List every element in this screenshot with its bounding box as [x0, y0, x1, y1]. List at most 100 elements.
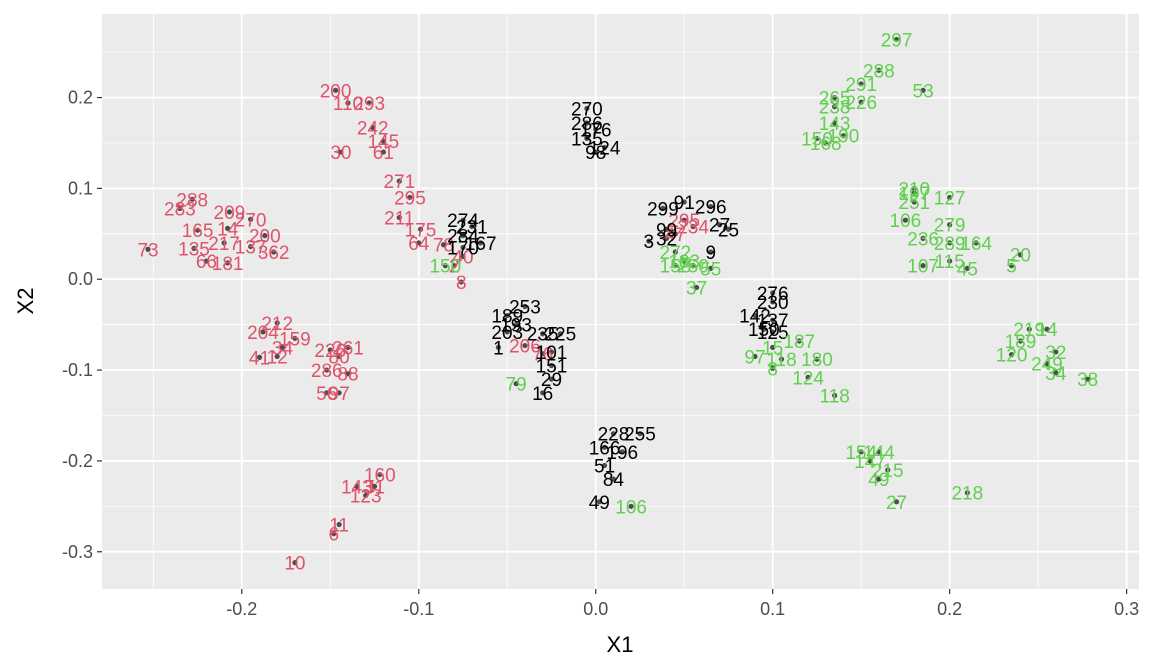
data-point: [708, 265, 714, 271]
data-point: [1008, 263, 1015, 269]
data-point: [947, 258, 953, 264]
point-label: 212: [261, 314, 293, 335]
point-label: 34: [1045, 364, 1067, 385]
point-label: 99: [656, 220, 677, 241]
point-label: 210: [898, 179, 930, 200]
point-label: 261: [332, 338, 364, 359]
data-point: [380, 138, 386, 144]
point-label: 150: [429, 257, 461, 278]
point-label: 230: [757, 293, 789, 314]
data-point: [770, 329, 776, 335]
data-point: [752, 312, 758, 319]
point-label: 25: [718, 220, 739, 241]
data-point: [191, 245, 197, 251]
point-label: 135: [178, 239, 210, 260]
point-label: 9: [705, 243, 716, 264]
point-label: 64: [408, 234, 430, 255]
data-point: [513, 381, 519, 387]
data-point: [557, 331, 563, 337]
point-label: 5: [1006, 257, 1017, 278]
data-point: [396, 214, 402, 221]
point-label: 142: [739, 307, 771, 328]
point-label: 193: [500, 316, 532, 337]
data-point: [840, 133, 847, 139]
data-point: [354, 483, 360, 489]
point-label: 97: [329, 384, 350, 405]
data-point: [601, 444, 608, 450]
data-point: [681, 199, 687, 205]
data-point: [416, 240, 422, 246]
point-label: 296: [695, 198, 727, 219]
point-label: 226: [314, 341, 346, 362]
data-point: [460, 233, 466, 239]
data-point: [189, 196, 195, 202]
point-label: 14: [1036, 320, 1058, 341]
data-point: [770, 290, 776, 296]
point-label: 166: [589, 438, 621, 459]
data-point: [858, 99, 864, 105]
data-point: [876, 67, 882, 73]
point-label: 288: [863, 61, 895, 82]
point-label: 137: [235, 238, 267, 259]
point-label: 118: [766, 350, 796, 371]
data-point: [332, 87, 339, 93]
point-label: 3: [644, 232, 655, 253]
point-label: 10: [284, 554, 305, 575]
point-label: 38: [1077, 370, 1098, 391]
data-point: [663, 226, 670, 232]
data-point: [274, 320, 280, 326]
point-label: 124: [792, 368, 824, 389]
data-point: [1044, 361, 1050, 367]
point-label: 137: [757, 311, 789, 332]
data-point: [593, 149, 599, 155]
data-point: [672, 231, 678, 237]
data-point: [460, 244, 466, 251]
point-label: 289: [934, 234, 966, 255]
data-point: [911, 190, 917, 196]
data-point: [469, 223, 475, 230]
point-label: 78: [433, 236, 454, 257]
point-label: 125: [757, 323, 789, 344]
data-point: [203, 258, 210, 264]
data-point: [371, 483, 378, 489]
y-tick-label: -0.2: [62, 451, 93, 471]
point-label: 235: [527, 325, 559, 346]
point-label: 175: [405, 220, 437, 241]
data-point: [796, 338, 802, 344]
data-point: [584, 105, 590, 112]
data-point: [693, 284, 700, 291]
point-label: 120: [996, 346, 1028, 367]
data-point: [672, 263, 678, 269]
x-tick-label: 0.0: [583, 599, 608, 619]
point-label: 228: [598, 425, 630, 446]
point-label: 49: [589, 493, 610, 514]
data-point: [440, 242, 447, 248]
data-point: [663, 235, 670, 241]
point-label: 124: [589, 139, 621, 160]
data-point: [396, 178, 402, 184]
y-tick-label: 0.2: [68, 88, 93, 108]
data-point: [690, 263, 696, 269]
data-point: [177, 205, 183, 211]
point-label: 29: [541, 370, 562, 391]
data-point: [681, 217, 687, 223]
x-tick-label: 0.1: [760, 599, 785, 619]
point-label: 176: [580, 120, 612, 141]
point-label: 276: [757, 284, 789, 305]
point-label: 297: [881, 30, 913, 51]
point-label: 295: [394, 188, 426, 209]
data-point: [770, 299, 776, 305]
data-point: [1026, 326, 1032, 332]
point-label: 80: [329, 347, 350, 368]
data-point: [540, 351, 546, 357]
data-point: [292, 335, 298, 341]
data-point: [442, 263, 448, 269]
data-point: [832, 94, 838, 101]
point-label: 283: [164, 199, 196, 220]
point-label: 255: [624, 425, 656, 446]
point-label: 47: [665, 225, 686, 246]
data-point: [584, 120, 590, 126]
point-label: 143: [341, 477, 373, 498]
x-tick-label: -0.2: [226, 599, 257, 619]
